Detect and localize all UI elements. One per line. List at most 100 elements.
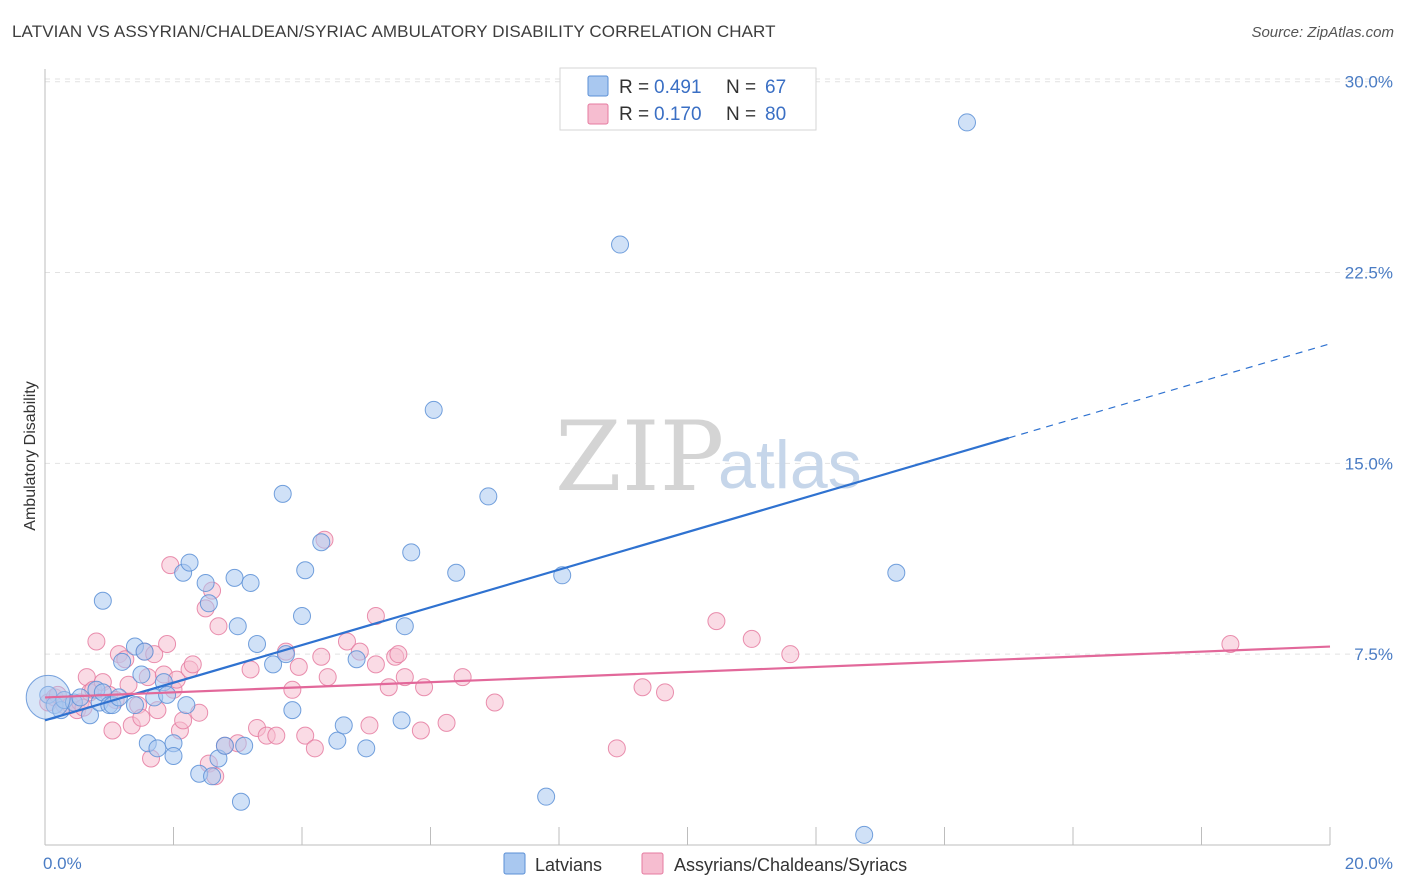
data-point [318,668,337,687]
data-point [87,632,106,651]
data-point [199,594,218,613]
legend-swatch-latvians [587,75,609,97]
legend-r-value-latvians: 0.491 [654,77,702,98]
data-point [225,568,244,587]
legend-n-label-assyrians: N = [726,104,756,125]
data-point [855,825,874,844]
data-point [93,591,112,610]
bottom-legend-assyrians: Assyrians/Chaldeans/Syriacs [674,855,907,875]
data-point [887,563,906,582]
data-point [174,711,193,730]
data-point [241,660,260,679]
data-point [71,688,90,707]
data-point [611,235,630,254]
data-point [537,787,556,806]
x-tick-label-max: 20.0% [1345,854,1393,873]
data-point [289,657,308,676]
y-tick-label: 30.0% [1345,73,1393,92]
data-point [334,716,353,735]
data-point [125,696,144,715]
data-point [248,635,267,654]
data-point [389,645,408,664]
data-point [447,563,466,582]
data-point [402,543,421,562]
data-point [158,685,177,704]
data-point [296,561,315,580]
data-point [267,726,286,745]
data-point [235,736,254,755]
data-point [103,721,122,740]
data-point [164,746,183,765]
data-point [148,739,167,758]
data-point [264,655,283,674]
data-point [203,767,222,786]
legend-n-label-latvians: N = [726,77,756,98]
series-latvians [25,113,976,844]
data-point [347,650,366,669]
watermark-zip: ZIP [555,401,724,513]
data-point [395,617,414,636]
data-point [1221,635,1240,654]
data-point [633,678,652,697]
data-point [231,792,250,811]
data-point [180,553,199,572]
data-point [241,573,260,592]
x-tick-label-min: 0.0% [43,854,82,873]
data-point [453,668,472,687]
legend-swatch-assyrians [587,103,609,125]
trend-lines [44,343,1331,722]
data-point [109,688,128,707]
data-point [395,668,414,687]
data-point [437,713,456,732]
data-point [283,680,302,699]
chart-title: LATVIAN VS ASSYRIAN/CHALDEAN/SYRIAC AMBU… [12,22,776,41]
data-point [411,721,430,740]
data-point [158,635,177,654]
axes [44,69,1331,846]
data-point [424,400,443,419]
legend-r-label-latvians: R = [619,77,649,98]
data-point [312,533,331,552]
data-point [607,739,626,758]
data-point [312,647,331,666]
data-point [305,739,324,758]
data-point [228,617,247,636]
data-point [781,645,800,664]
legend-n-value-latvians: 67 [765,77,786,98]
data-point [273,484,292,503]
data-point [366,655,385,674]
data-point [328,731,347,750]
trend-line-assyrians [44,645,1331,699]
legend-n-value-assyrians: 80 [765,104,786,125]
bottom-legend: Latvians Assyrians/Chaldeans/Syriacs [503,852,907,875]
data-point [293,607,311,626]
trend-line-latvians [44,436,1010,722]
data-point [656,683,675,702]
data-point [135,642,154,661]
source-label: Source: ZipAtlas.com [1251,24,1394,41]
data-point [132,665,151,684]
data-point [177,696,196,715]
data-point [357,739,376,758]
grid-lines [45,78,1393,655]
data-point [957,113,976,132]
bottom-legend-swatch-latvians [503,852,526,875]
data-point [485,693,504,712]
data-point [283,701,302,720]
trend-line-latvians-extension [1008,343,1331,439]
data-point [707,612,726,631]
data-point [183,655,202,674]
data-point [379,678,398,697]
data-point [196,573,215,592]
tick-labels: 7.5% 15.0% 22.5% 30.0% 0.0% 20.0% [43,73,1393,873]
watermark-atlas: atlas [718,427,862,503]
data-point [215,736,234,755]
legend: R = 0.491 N = 67 R = 0.170 N = 80 [559,67,817,131]
data-point [209,617,228,636]
bottom-legend-swatch-assyrians [641,852,664,875]
legend-r-label-assyrians: R = [619,104,649,125]
data-point [366,607,385,626]
y-tick-label: 7.5% [1354,645,1393,664]
data-point [113,652,132,671]
